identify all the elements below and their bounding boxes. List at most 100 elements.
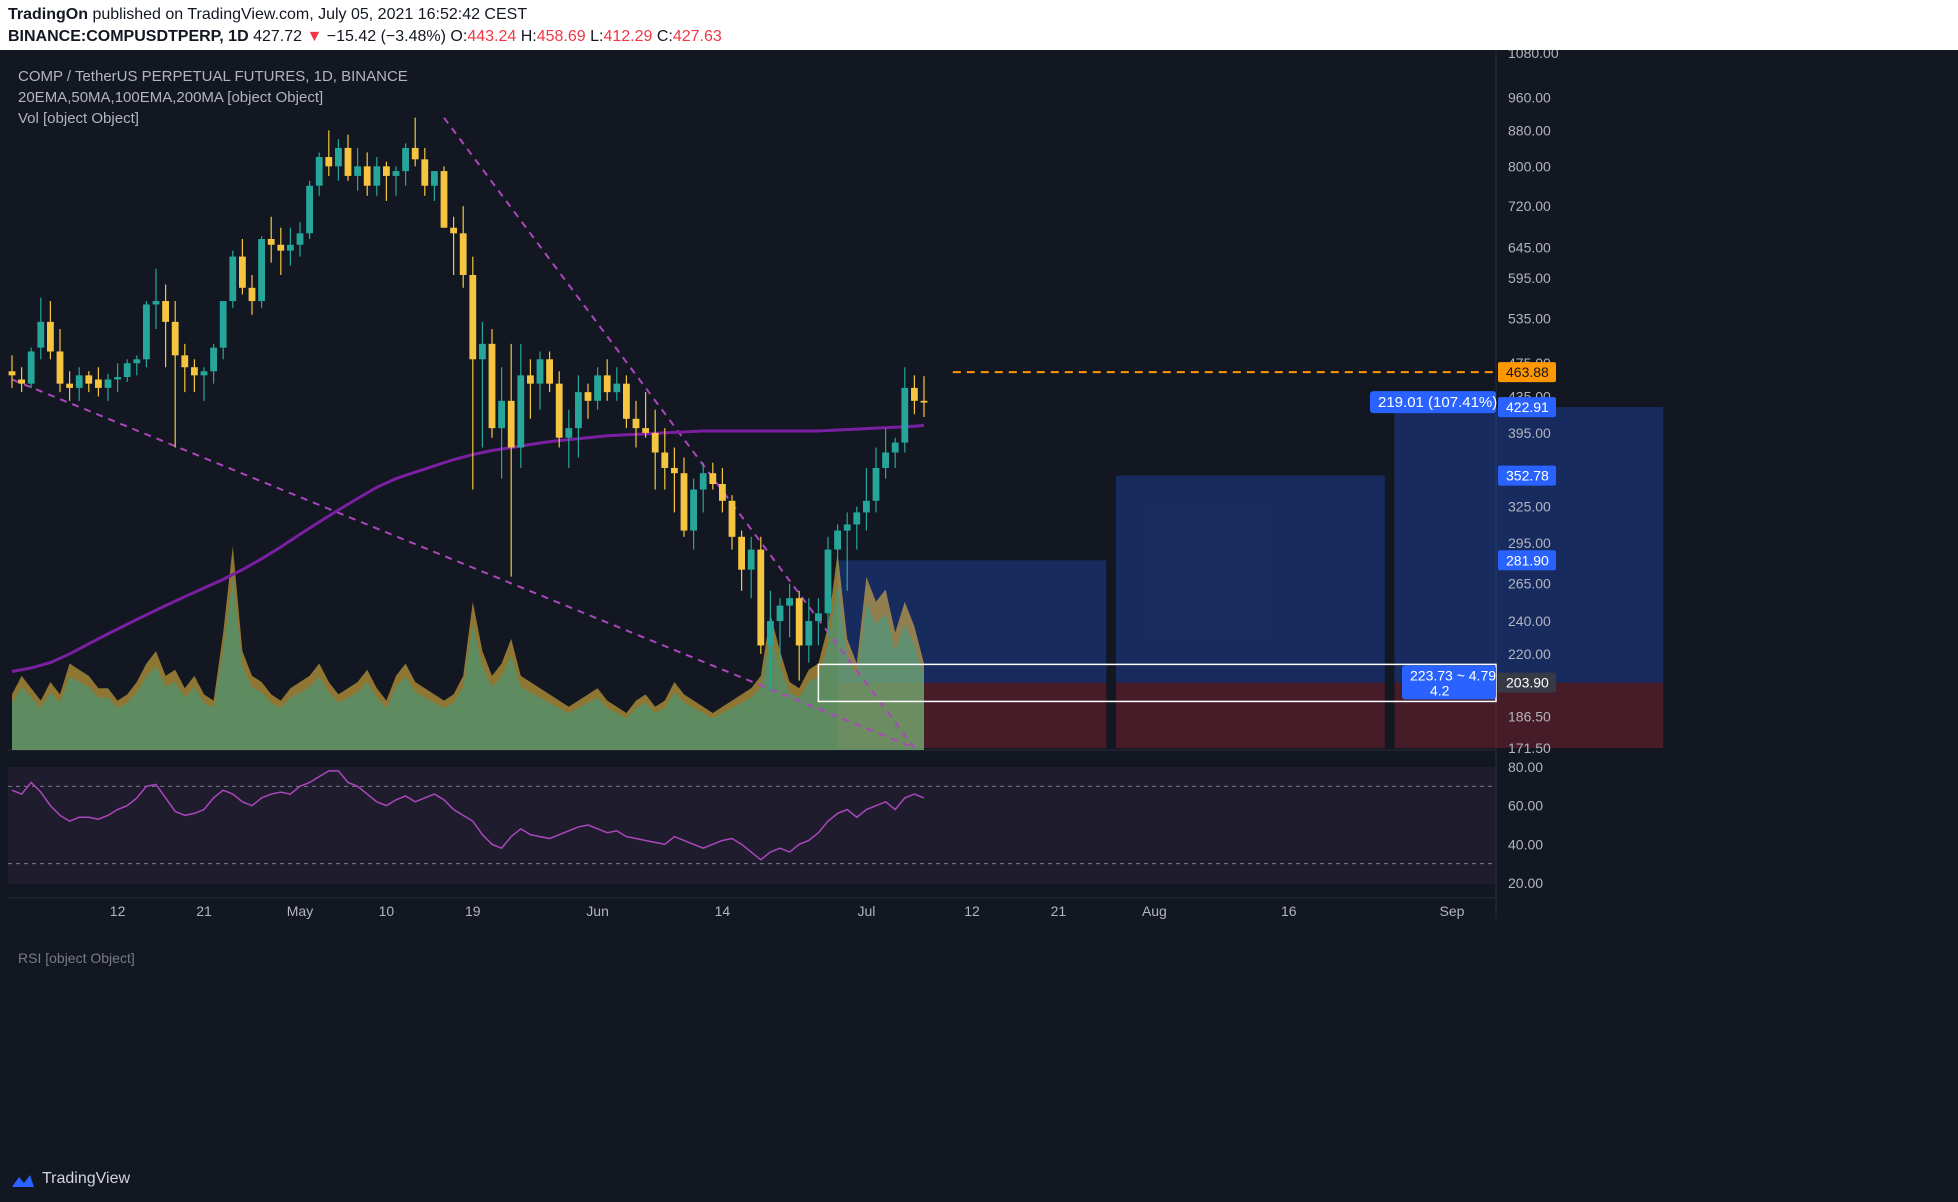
candle-body	[795, 598, 803, 646]
candle-body	[863, 500, 870, 513]
candle-body	[123, 363, 131, 378]
price-chart[interactable]: 1080.00960.00880.00800.00720.00645.00595…	[0, 50, 1958, 1160]
symbol-name: BINANCE:COMPUSDTPERP, 1D	[8, 28, 249, 45]
candle-body	[95, 379, 102, 388]
candle-body	[8, 371, 16, 376]
candle-body	[536, 359, 544, 384]
low-label: L:	[590, 28, 604, 45]
price-tick-label: 325.00	[1508, 499, 1551, 515]
candle-body	[747, 549, 755, 570]
candle-body	[450, 227, 457, 234]
price-label-box	[1498, 465, 1556, 486]
price-label-box	[1498, 550, 1556, 571]
candle-body	[133, 359, 141, 364]
candle-body	[613, 383, 621, 393]
rsi-legend: RSI [object Object]	[18, 950, 135, 966]
candle-body	[603, 375, 611, 393]
publisher-name[interactable]: TradingOn	[8, 6, 88, 23]
candle-body	[335, 147, 342, 167]
price-tick-label: 800.00	[1508, 158, 1551, 174]
publish-line: TradingOn published on TradingView.com, …	[8, 6, 527, 24]
target-box-2	[1394, 407, 1664, 683]
candle-body	[488, 343, 496, 429]
tradingview-brand[interactable]: TradingView	[42, 1170, 131, 1187]
time-tick-label: Jun	[586, 903, 609, 919]
low-value: 412.29	[603, 28, 653, 45]
publish-header: TradingOn published on TradingView.com, …	[0, 0, 1958, 50]
candle-body	[911, 387, 918, 401]
candle-body	[901, 387, 909, 443]
close-label: C:	[656, 28, 673, 45]
candle-body	[661, 452, 669, 468]
change-arrow: ▼	[306, 28, 323, 45]
candle-body	[671, 467, 678, 474]
candle-body	[719, 484, 726, 501]
chart-title: COMP / TetherUS PERPETUAL FUTURES, 1D, B…	[18, 68, 408, 85]
candle-body	[363, 166, 371, 186]
candle-body	[479, 343, 486, 360]
price-label-box	[1498, 672, 1556, 693]
candle-body	[248, 287, 256, 302]
candle-body	[757, 549, 765, 646]
candle-body	[440, 171, 448, 228]
time-tick-label: 14	[715, 903, 731, 919]
candle-body	[431, 171, 438, 186]
candle-body	[402, 147, 409, 172]
time-tick-label: 19	[465, 903, 481, 919]
candle-body	[767, 621, 774, 646]
price-label-text: 281.90	[1506, 552, 1549, 568]
published-text: published on TradingView.com, July 05, 2…	[92, 6, 528, 23]
candle-body	[507, 400, 515, 448]
candle-body	[75, 375, 83, 388]
time-tick-label: Jul	[857, 903, 875, 919]
price-tick-label: 171.50	[1508, 740, 1551, 756]
candle-body	[277, 244, 285, 251]
candle-body	[210, 347, 217, 372]
volume-area	[12, 546, 924, 750]
candle-body	[651, 432, 659, 453]
candle-body	[786, 598, 793, 606]
price-tick-label: 186.50	[1508, 708, 1551, 724]
candle-body	[594, 375, 601, 401]
price-label-box	[1498, 397, 1556, 418]
gain-tooltip-text: 219.01 (107.41%)	[1378, 394, 1497, 411]
time-tick-label: 10	[379, 903, 395, 919]
candle-body	[680, 473, 688, 531]
candle-body	[37, 321, 45, 348]
candle-body	[555, 383, 563, 438]
candle-body	[421, 159, 429, 186]
candle-body	[623, 383, 630, 419]
candle-body	[565, 428, 573, 438]
candle-body	[27, 351, 35, 384]
footer: TradingView	[0, 1160, 1958, 1202]
price-label-text: 203.90	[1506, 675, 1549, 691]
volume-legend: Vol [object Object]	[18, 110, 139, 127]
open-label: O:	[450, 28, 468, 45]
candle-body	[296, 233, 304, 245]
candle-body	[383, 166, 390, 176]
price-tick-label: 595.00	[1508, 270, 1551, 286]
time-tick-label: 16	[1281, 903, 1297, 919]
gain-tooltip-box	[1370, 391, 1496, 414]
candle-body	[805, 621, 813, 646]
rsi-pane	[8, 767, 1496, 884]
candle-body	[815, 613, 822, 622]
range-tooltip-line1: 223.73 ~ 4.79	[1410, 667, 1496, 683]
close-value: 427.63	[672, 28, 722, 45]
candle-body	[642, 428, 649, 433]
candle-body	[392, 171, 400, 176]
price-tick-label: 395.00	[1508, 425, 1551, 441]
time-tick-label: 21	[196, 903, 212, 919]
candle-body	[325, 157, 333, 167]
candle-body	[306, 185, 313, 234]
candle-body	[162, 301, 169, 322]
price-label-box	[1498, 362, 1556, 383]
candle-body	[843, 524, 851, 531]
time-tick-label: May	[287, 903, 313, 919]
candle-body	[171, 321, 179, 356]
candle-body	[459, 233, 467, 276]
candle-body	[527, 375, 534, 384]
rsi-tick-label: 60.00	[1508, 798, 1543, 814]
candle-body	[354, 166, 361, 176]
candle-body	[891, 442, 899, 453]
